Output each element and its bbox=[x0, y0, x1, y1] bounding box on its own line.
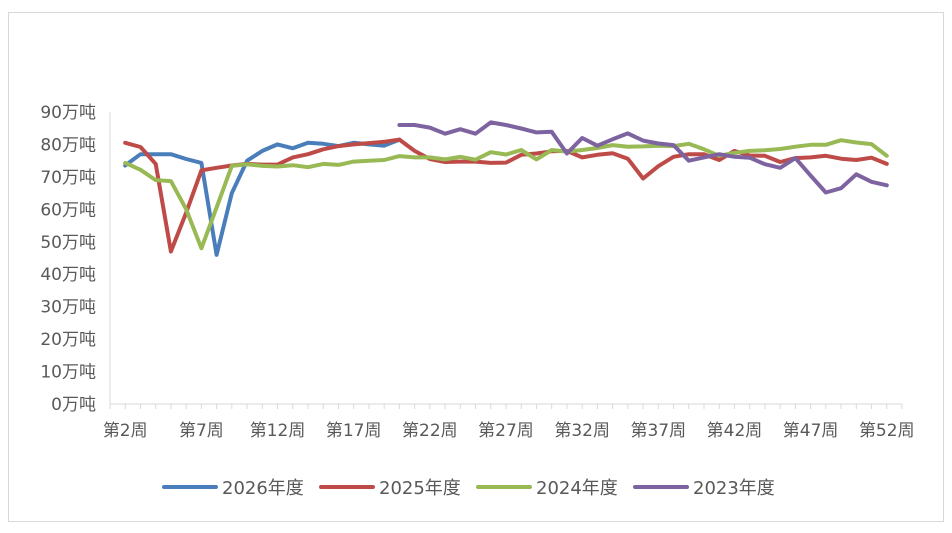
y-tick-label: 0万吨 bbox=[51, 395, 96, 415]
y-tick-label: 40万吨 bbox=[40, 265, 96, 285]
x-tick-label: 第42周 bbox=[707, 421, 763, 441]
y-tick-label: 30万吨 bbox=[40, 298, 96, 318]
axes: 0万吨 10万吨 20万吨 30万吨 40万吨 50万吨 60万吨 70万吨 80万吨 90万吨第… bbox=[40, 103, 914, 441]
y-tick-label: 90万吨 bbox=[40, 103, 96, 123]
x-tick-label: 第17周 bbox=[326, 421, 382, 441]
x-tick-label: 第12周 bbox=[250, 421, 306, 441]
x-tick-label: 第22周 bbox=[402, 421, 458, 441]
series-line-1 bbox=[123, 137, 402, 257]
x-tick-label: 第47周 bbox=[783, 421, 839, 441]
y-tick-label: 20万吨 bbox=[40, 330, 96, 350]
series-lines bbox=[123, 120, 889, 257]
y-tick-label: 10万吨 bbox=[40, 363, 96, 383]
y-tick-label: 80万吨 bbox=[40, 135, 96, 155]
x-tick-label: 第32周 bbox=[554, 421, 610, 441]
y-tick-label: 50万吨 bbox=[40, 233, 96, 253]
y-tick-label: 60万吨 bbox=[40, 200, 96, 220]
legend-label: 2024年度 bbox=[536, 478, 618, 499]
series-line-4 bbox=[397, 120, 889, 195]
x-tick-label: 第52周 bbox=[859, 421, 915, 441]
x-tick-label: 第7周 bbox=[179, 421, 224, 441]
legend-label: 2026年度 bbox=[222, 478, 304, 499]
series-line-3 bbox=[123, 138, 889, 251]
x-tick-label: 第37周 bbox=[630, 421, 686, 441]
y-tick-label: 70万吨 bbox=[40, 168, 96, 188]
x-tick-label: 第2周 bbox=[103, 421, 148, 441]
legend-label: 2025年度 bbox=[379, 478, 461, 499]
legend: 2026年度 2025年度 2024年度 2023年度 bbox=[162, 478, 775, 499]
x-tick-label: 第27周 bbox=[478, 421, 534, 441]
legend-label: 2023年度 bbox=[693, 478, 775, 499]
chart-frame bbox=[8, 12, 944, 522]
